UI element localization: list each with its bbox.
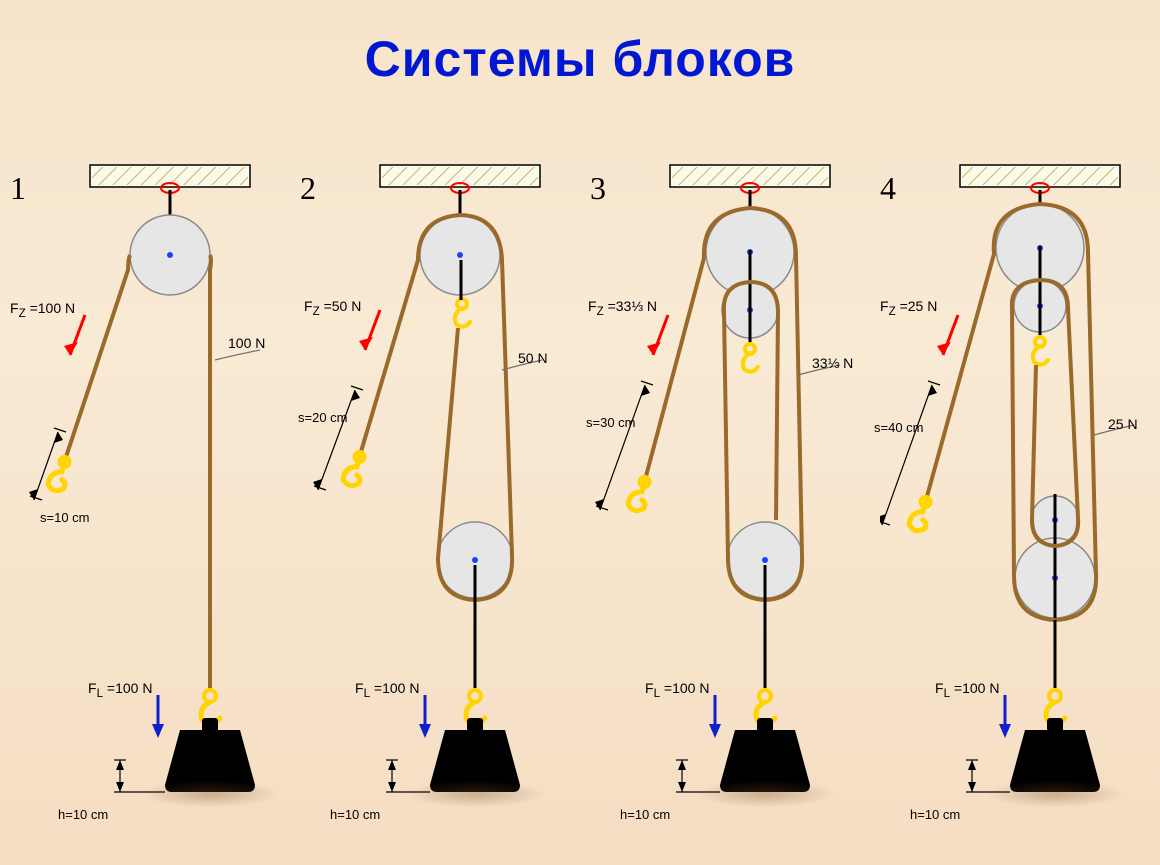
rope-left — [65, 255, 130, 460]
panel-2: 2 — [300, 160, 580, 840]
fl-label: FL =100 N — [935, 680, 999, 700]
rope-force-label: 33⅓ N — [812, 355, 853, 371]
anchor-hook — [743, 344, 758, 372]
arrow-fz — [359, 310, 380, 350]
rope-force-label: 50 N — [518, 350, 548, 366]
rope-force-label: 25 N — [1108, 416, 1138, 432]
movable-pulley-axis — [762, 557, 768, 563]
weight-handle — [1047, 718, 1063, 732]
ground-shadow — [985, 780, 1125, 808]
pull-hook — [627, 474, 652, 512]
pulley-axis — [167, 252, 173, 258]
fixed-pulley-axis — [457, 252, 463, 258]
rope-force-label: 100 N — [228, 335, 265, 351]
ground-shadow — [405, 780, 545, 808]
fl-label: FL =100 N — [645, 680, 709, 700]
ground-shadow — [695, 780, 835, 808]
panel-4: 4 — [880, 160, 1160, 840]
fz-label: FZ =33⅓ N — [588, 298, 657, 318]
fz-label: FZ =100 N — [10, 300, 75, 320]
h-label: h=10 cm — [330, 807, 380, 822]
s-label: s=30 cm — [586, 415, 636, 430]
arrow-fl — [419, 695, 431, 738]
panel-1: 1 — [10, 160, 290, 840]
s-label: s=40 cm — [874, 420, 924, 435]
arrow-fz — [647, 315, 668, 355]
s-label: s=10 cm — [40, 510, 90, 525]
arrow-fz — [937, 315, 958, 355]
h-label: h=10 cm — [58, 807, 108, 822]
pull-hook — [908, 494, 933, 532]
pull-hook — [47, 454, 72, 492]
fl-label: FL =100 N — [355, 680, 419, 700]
rope-force-leader — [215, 350, 260, 360]
fz-label: FZ =50 N — [304, 298, 361, 318]
arrow-fl — [152, 695, 164, 738]
arrow-fl — [999, 695, 1011, 738]
movable-pulley-axis — [472, 557, 478, 563]
panel-3: 3 — [590, 160, 870, 840]
s-label: s=20 cm — [298, 410, 348, 425]
page-title: Системы блоков — [0, 30, 1160, 88]
weight-handle — [202, 718, 218, 732]
arrow-fl — [709, 695, 721, 738]
ground-shadow — [140, 780, 280, 808]
rope-right — [210, 255, 211, 690]
fl-label: FL =100 N — [88, 680, 152, 700]
anchor-hook — [1033, 337, 1048, 365]
weight-handle — [467, 718, 483, 732]
arrow-fz — [64, 315, 85, 355]
h-label: h=10 cm — [910, 807, 960, 822]
pull-hook — [342, 449, 367, 487]
fz-label: FZ =25 N — [880, 298, 937, 318]
anchor-hook — [455, 299, 470, 327]
weight-handle — [757, 718, 773, 732]
h-label: h=10 cm — [620, 807, 670, 822]
